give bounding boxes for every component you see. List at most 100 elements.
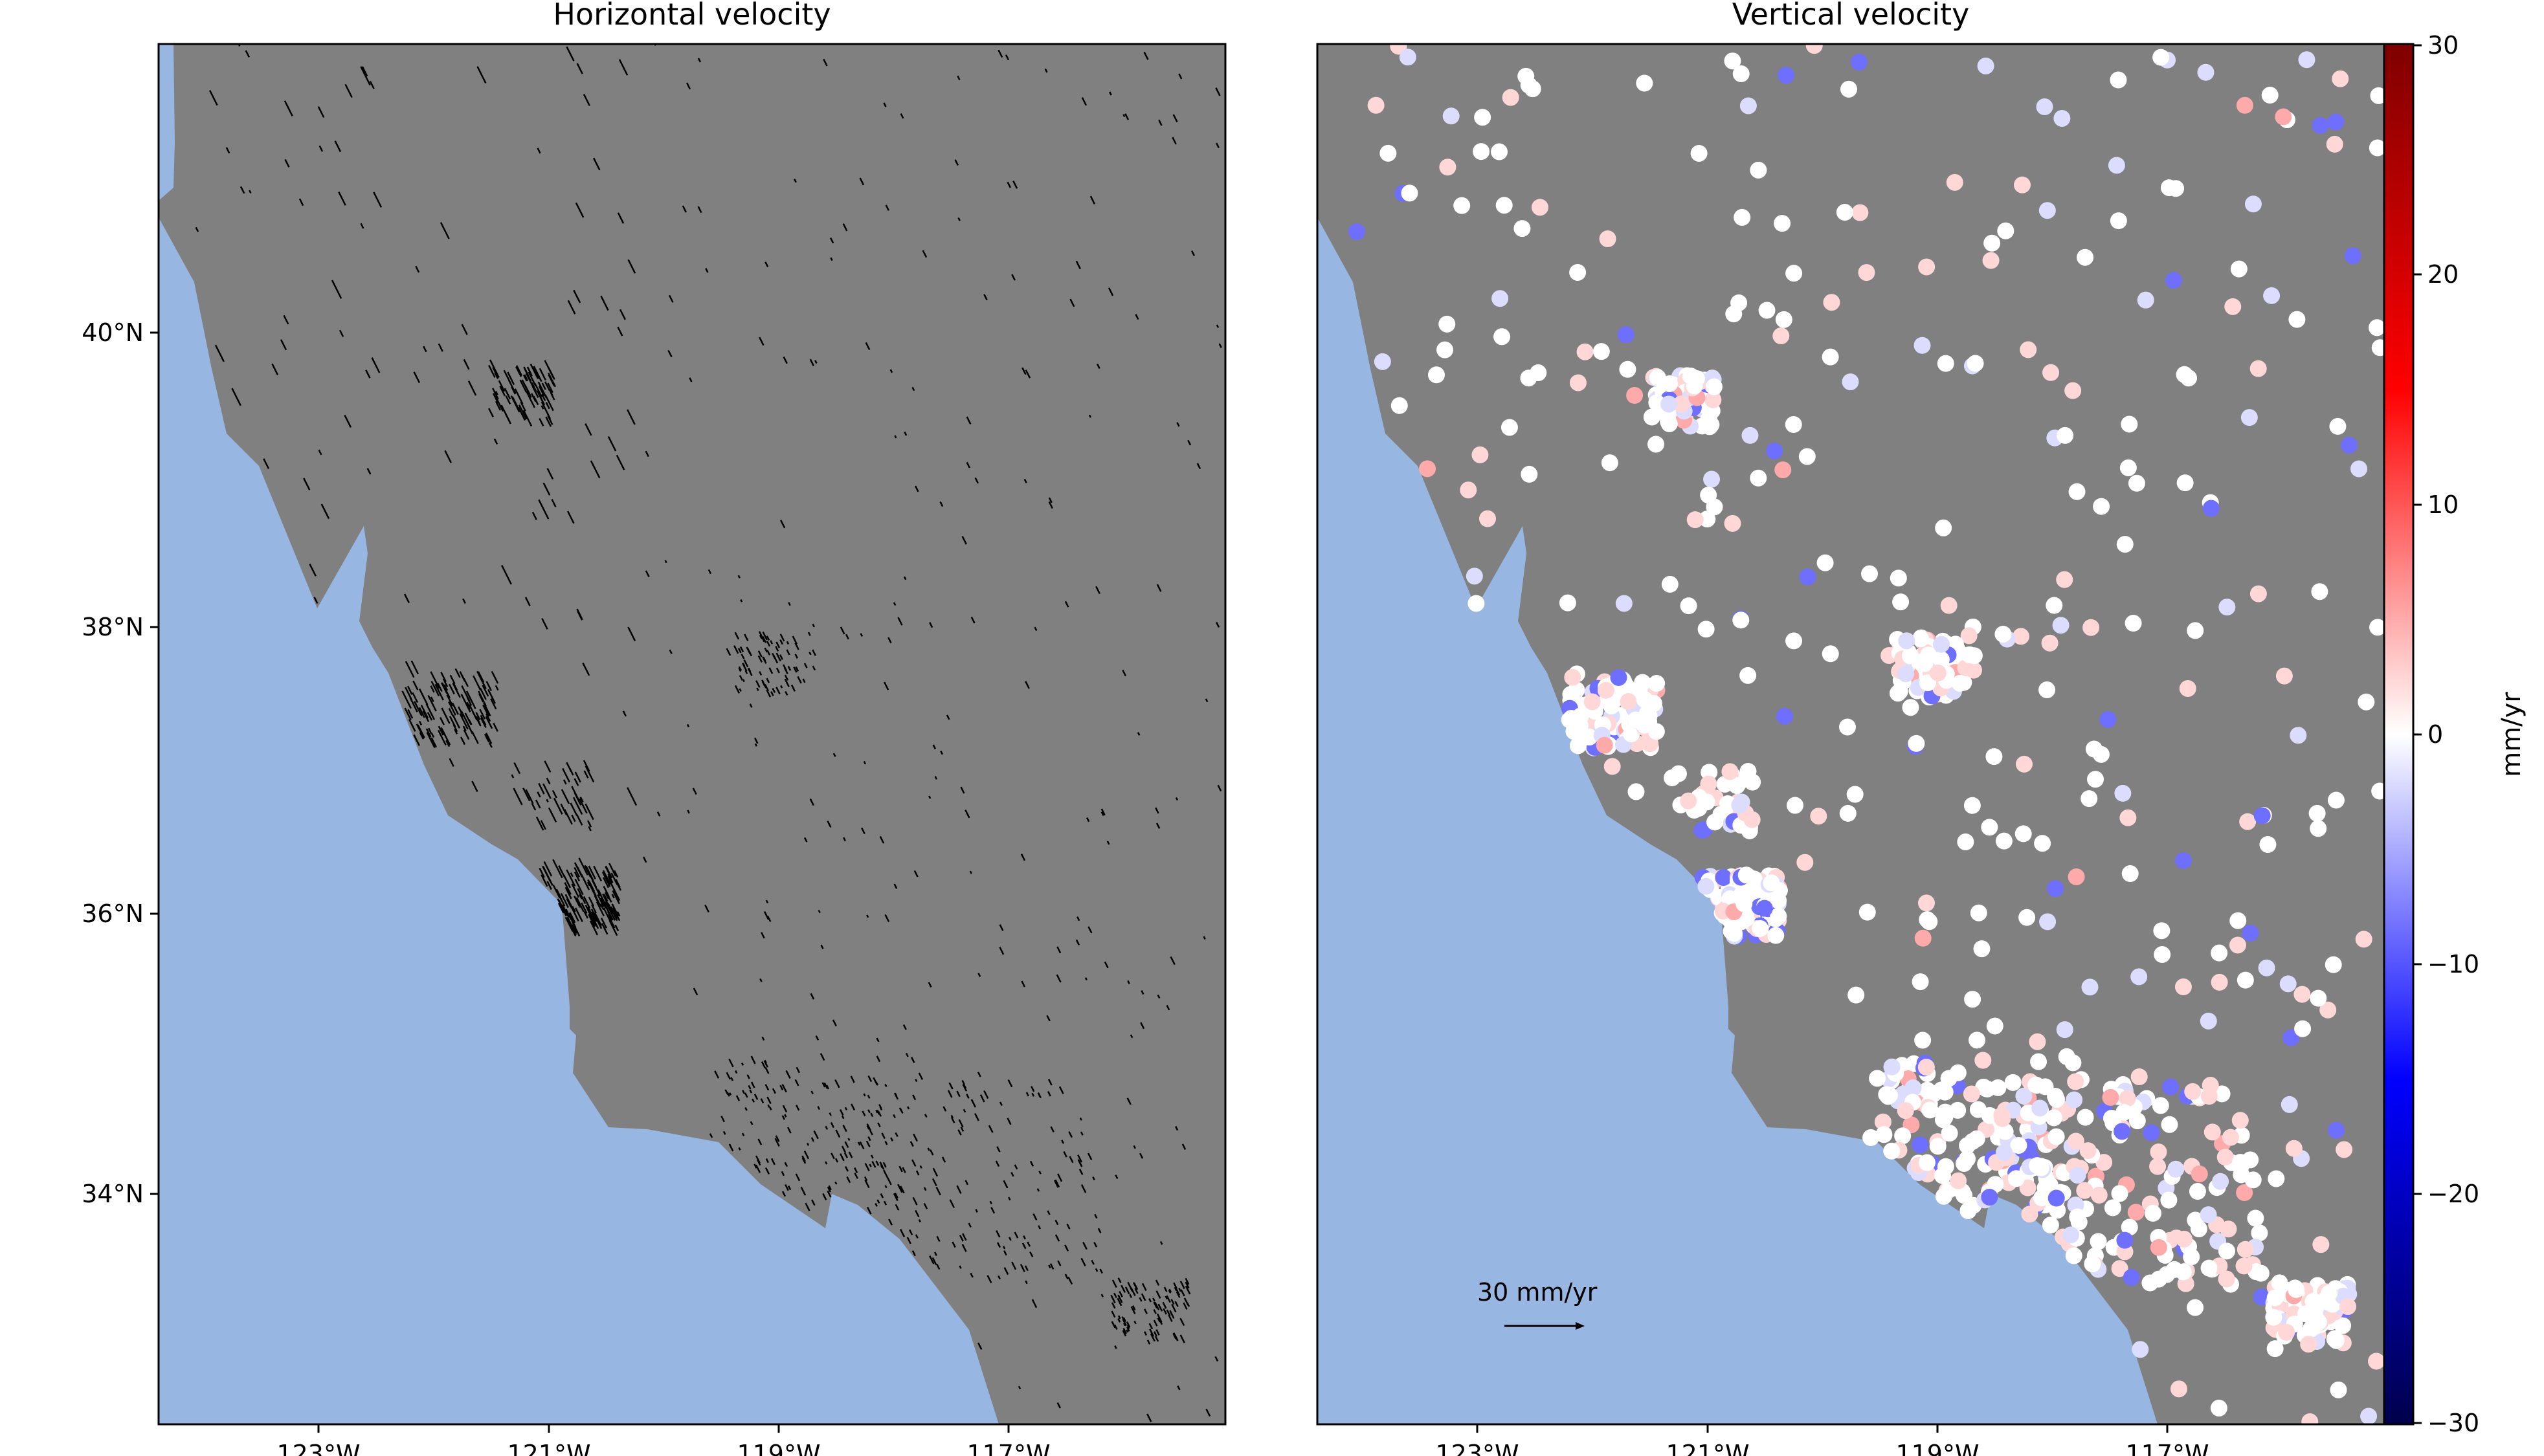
velocity-vector <box>936 1264 941 1270</box>
velocity-vector <box>996 1146 1001 1153</box>
station-marker <box>1912 630 1929 648</box>
vertical-map <box>1317 44 2384 1424</box>
velocity-vector <box>535 799 541 809</box>
velocity-vector <box>500 404 511 422</box>
velocity-vector <box>574 878 584 896</box>
velocity-vector <box>1003 1267 1009 1275</box>
velocity-vector <box>1005 54 1010 61</box>
velocity-vector <box>605 901 610 909</box>
velocity-vector <box>877 1110 882 1117</box>
station-marker <box>1669 765 1687 782</box>
velocity-vector <box>570 802 578 817</box>
velocity-vector <box>803 1151 810 1160</box>
velocity-vector <box>762 636 767 643</box>
station-marker <box>1935 1187 1952 1205</box>
velocity-vector <box>1146 1340 1151 1345</box>
station-marker <box>1959 1202 1977 1220</box>
station-marker <box>2200 1206 2217 1224</box>
velocity-vector <box>961 1079 965 1085</box>
velocity-vector <box>761 679 767 689</box>
station-marker <box>2143 1124 2160 1142</box>
velocity-vector <box>602 877 610 888</box>
velocity-vector <box>558 865 566 878</box>
velocity-vector <box>1058 1086 1064 1094</box>
station-marker <box>1576 343 1594 360</box>
velocity-vector <box>645 570 650 578</box>
velocity-vector <box>575 916 579 921</box>
velocity-vector <box>830 257 833 261</box>
station-marker <box>2275 108 2292 126</box>
velocity-vector <box>460 694 471 712</box>
velocity-vector <box>1023 1235 1026 1240</box>
velocity-vector <box>477 671 485 683</box>
velocity-vector <box>739 675 743 681</box>
velocity-vector <box>724 1089 729 1095</box>
velocity-vector <box>795 1105 800 1111</box>
station-marker <box>2057 426 2074 444</box>
velocity-vector <box>498 380 506 392</box>
velocity-vector <box>1126 1098 1132 1105</box>
velocity-vector <box>438 729 447 746</box>
velocity-vector <box>1187 1303 1190 1307</box>
velocity-vector <box>513 788 523 806</box>
velocity-vector <box>561 904 570 918</box>
velocity-vector <box>582 662 590 676</box>
velocity-vector <box>487 689 497 704</box>
velocity-vector <box>541 382 546 390</box>
velocity-vector <box>1095 1268 1099 1272</box>
velocity-vector <box>574 771 581 783</box>
velocity-vector <box>764 647 768 653</box>
velocity-vector <box>1012 180 1018 189</box>
station-marker <box>1770 907 1787 925</box>
station-marker <box>2121 865 2139 883</box>
velocity-vector <box>420 705 429 719</box>
velocity-vector <box>514 388 524 404</box>
velocity-vector <box>969 870 972 874</box>
velocity-vector <box>548 807 557 822</box>
velocity-vector <box>571 883 580 898</box>
velocity-vector <box>866 1125 870 1130</box>
velocity-vector <box>531 511 537 520</box>
velocity-vector <box>915 1209 920 1218</box>
velocity-vector <box>935 1186 941 1196</box>
velocity-vector <box>572 905 576 912</box>
velocity-vector <box>811 1199 816 1206</box>
station-marker <box>2369 139 2384 157</box>
velocity-vector <box>476 66 487 84</box>
velocity-vector <box>756 1159 761 1166</box>
velocity-vector <box>850 1075 855 1083</box>
station-marker <box>1686 511 1704 529</box>
velocity-vector <box>974 1113 979 1121</box>
station-marker <box>1734 208 1751 226</box>
velocity-vector <box>1064 1244 1069 1252</box>
velocity-vector <box>761 1061 766 1069</box>
station-marker <box>1994 1110 2011 1127</box>
velocity-vector <box>927 1147 930 1151</box>
velocity-vector <box>1215 621 1220 628</box>
station-marker <box>1822 645 1839 663</box>
x-tick-label: 121°W <box>1666 1440 1749 1456</box>
station-marker <box>2328 1121 2345 1139</box>
velocity-vector <box>583 94 591 107</box>
station-marker <box>1597 681 1614 699</box>
station-marker <box>1770 892 1787 909</box>
station-marker <box>1949 1064 1967 1081</box>
station-marker <box>2259 836 2277 854</box>
station-marker <box>2130 1068 2148 1085</box>
velocity-vector <box>983 1090 989 1099</box>
velocity-vector <box>283 314 289 325</box>
vertical-velocity-panel: Vertical velocity 30 mm/yr 123°W 121°W 1… <box>1316 0 2385 1456</box>
station-marker <box>1739 667 1757 684</box>
velocity-vector <box>1117 1318 1121 1323</box>
station-marker <box>2104 1199 2121 1217</box>
velocity-vector <box>922 250 928 258</box>
station-marker <box>1846 786 1864 803</box>
velocity-vector <box>1025 1280 1028 1285</box>
velocity-vector <box>627 787 638 806</box>
velocity-vector <box>593 865 603 882</box>
velocity-vector <box>742 1090 746 1095</box>
station-marker <box>2268 1170 2285 1187</box>
velocity-vector <box>1155 807 1159 814</box>
velocity-vector <box>541 393 546 401</box>
velocity-vector <box>887 1177 892 1186</box>
